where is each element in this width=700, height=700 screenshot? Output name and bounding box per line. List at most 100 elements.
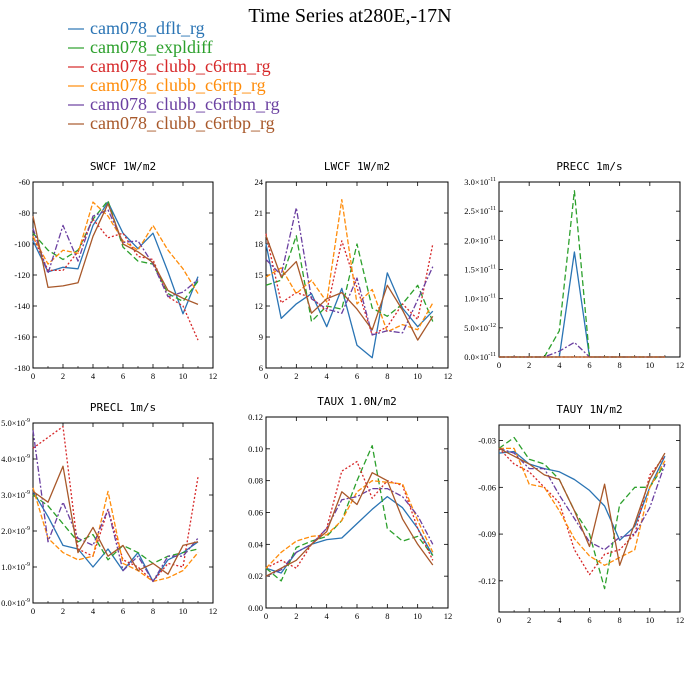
- y-tick-label: 0.0×10-11: [464, 352, 496, 362]
- y-tick-label: -0.09: [478, 529, 496, 539]
- series-line: [499, 447, 666, 566]
- series-line: [499, 190, 665, 358]
- y-tick-label: 3.0×10-9: [1, 490, 30, 500]
- x-tick-label: 0: [31, 371, 35, 381]
- x-tick-label: 2: [61, 371, 65, 381]
- x-tick-label: 2: [527, 360, 531, 370]
- y-tick-label: 0.0×10-9: [1, 598, 30, 608]
- y-tick-label: 3.0×10-11: [464, 177, 496, 187]
- y-tick-label: -100: [14, 239, 30, 249]
- chart-panels: SWCF 1W/m20 2 4 6 8 10 12-180-160-140-120-100-…: [1, 160, 684, 625]
- x-tick-label: 8: [385, 611, 389, 621]
- x-tick-label: 10: [179, 606, 188, 616]
- y-tick-label: 2.5×10-11: [464, 206, 496, 216]
- x-tick-label: 12: [444, 611, 453, 621]
- y-tick-label: 0.02: [248, 571, 263, 581]
- y-tick-label: 24: [255, 177, 264, 187]
- plot-frame: [498, 424, 681, 613]
- x-tick-label: 0: [264, 371, 268, 381]
- x-tick-label: 2: [294, 611, 298, 621]
- legend-entry: cam078_clubb_c6rtm_rg: [90, 56, 271, 76]
- x-tick-label: 10: [646, 615, 655, 625]
- y-tick-label: 0.12: [248, 412, 263, 422]
- series-line: [265, 444, 434, 582]
- y-tick-label: -80: [19, 208, 30, 218]
- x-tick-label: 8: [151, 371, 155, 381]
- x-tick-label: 2: [527, 615, 531, 625]
- x-tick-label: 4: [325, 371, 330, 381]
- x-tick-label: 8: [385, 371, 389, 381]
- x-tick-label: 8: [618, 615, 622, 625]
- series-line: [32, 465, 199, 575]
- series-line: [32, 494, 199, 565]
- plot-frame: [265, 181, 449, 369]
- y-tick-label: 6: [259, 363, 263, 373]
- y-tick-label: 4.0×10-9: [1, 454, 30, 464]
- legend-entry: cam078_expldiff: [90, 37, 213, 57]
- x-tick-label: 4: [557, 615, 562, 625]
- series-line: [499, 341, 665, 358]
- series-line: [498, 447, 666, 551]
- x-tick-label: 4: [91, 371, 96, 381]
- y-tick-label: 0.10: [248, 444, 263, 454]
- x-tick-label: 6: [355, 611, 359, 621]
- x-tick-label: 8: [151, 606, 155, 616]
- panel-title: LWCF 1W/m2: [324, 160, 390, 173]
- series-line: [265, 487, 434, 577]
- chart-panel: TAUX 1.0N/m2 0 2 4 6 8 10 12 0.00 0.02 0.04 0.06 0.0…: [248, 395, 452, 621]
- y-tick-label: 0.08: [248, 476, 263, 486]
- y-tick-label: -140: [14, 301, 30, 311]
- y-tick-label: 21: [255, 208, 264, 218]
- series-line: [265, 495, 434, 574]
- y-tick-label: -0.03: [478, 436, 496, 446]
- plot-frame: [265, 416, 449, 609]
- x-tick-label: 12: [676, 615, 685, 625]
- x-tick-label: 12: [209, 371, 218, 381]
- series-line: [32, 425, 199, 583]
- series-line: [32, 201, 199, 294]
- series-line: [32, 209, 199, 298]
- x-tick-label: 4: [325, 611, 330, 621]
- x-tick-label: 10: [646, 360, 655, 370]
- plot-frame: [498, 181, 681, 358]
- y-tick-label: 1.0×10-9: [1, 562, 30, 572]
- x-tick-label: 6: [121, 371, 125, 381]
- series-line: [265, 472, 434, 577]
- series-line: [32, 203, 199, 306]
- y-tick-label: -60: [19, 177, 30, 187]
- x-tick-label: 0: [31, 606, 35, 616]
- panel-title: TAUY 1N/m2: [556, 403, 622, 416]
- x-tick-label: 6: [121, 606, 125, 616]
- series-line: [498, 436, 666, 590]
- y-tick-label: 2.0×10-9: [1, 526, 30, 536]
- series-line: [32, 491, 199, 583]
- panel-title: SWCF 1W/m2: [90, 160, 156, 173]
- panel-title: PRECC 1m/s: [556, 160, 622, 173]
- plot-frame: [32, 422, 214, 604]
- x-tick-label: 12: [444, 371, 453, 381]
- x-tick-label: 12: [209, 606, 218, 616]
- series-line: [32, 430, 199, 583]
- legend: cam078_dflt_rgcam078_expldiffcam078_club…: [68, 18, 280, 133]
- x-tick-label: 4: [557, 360, 562, 370]
- x-tick-label: 12: [676, 360, 685, 370]
- x-tick-label: 8: [618, 360, 622, 370]
- y-tick-label: 5.0×10-12: [464, 323, 496, 333]
- chart-panel: PRECC 1m/s 0 2 4 6 8 10 12 0.0×10-11 5.0×10-12 1.0…: [464, 160, 684, 370]
- x-tick-label: 0: [497, 615, 501, 625]
- x-tick-label: 10: [179, 371, 188, 381]
- y-tick-label: 0.04: [248, 539, 264, 549]
- y-tick-label: 1.5×10-11: [464, 265, 496, 275]
- legend-entry: cam078_dflt_rg: [90, 18, 205, 38]
- series-line: [265, 235, 434, 323]
- y-tick-label: -0.06: [478, 482, 496, 492]
- x-tick-label: 6: [355, 371, 359, 381]
- x-tick-label: 2: [61, 606, 65, 616]
- series-line: [265, 480, 434, 569]
- chart-panel: PRECL 1m/s 0 2 4 6 8 10 12 0.0×10-9 1.0×10-9 2.0×1…: [1, 401, 217, 616]
- series-line: [498, 447, 666, 576]
- x-tick-label: 10: [413, 611, 422, 621]
- figure-title: Time Series at280E,-17N: [248, 5, 451, 27]
- series-line: [265, 243, 434, 359]
